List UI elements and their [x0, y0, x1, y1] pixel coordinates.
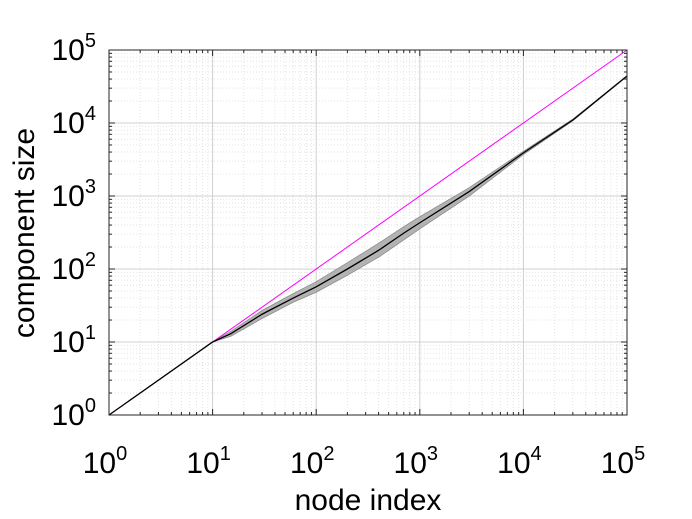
series-layer	[108, 49, 628, 416]
x-tick-label: 105	[601, 443, 646, 480]
grid	[108, 49, 628, 416]
y-tick-label: 100	[52, 395, 97, 432]
x-tick-label: 103	[394, 443, 439, 480]
y-tick-label: 101	[52, 322, 97, 359]
y-axis-label: component size	[8, 128, 41, 338]
y-tick-label: 102	[52, 249, 97, 286]
plot-area-frame	[108, 49, 628, 416]
x-axis-label: node index	[295, 484, 442, 517]
tick-marks	[108, 49, 628, 416]
mean-line-black	[108, 75, 628, 416]
y-tick-label: 103	[52, 176, 97, 213]
x-tick-label: 102	[290, 443, 335, 480]
x-tick-label: 104	[497, 443, 542, 480]
y-tick-label: 105	[52, 30, 97, 67]
y-tick-label: 104	[52, 103, 97, 140]
x-tick-labels: 100 101 102 103 104 105	[83, 443, 646, 480]
y-tick-labels: 100 101 102 103 104 105	[52, 30, 97, 432]
x-tick-label: 101	[186, 443, 231, 480]
x-tick-label: 100	[83, 443, 128, 480]
